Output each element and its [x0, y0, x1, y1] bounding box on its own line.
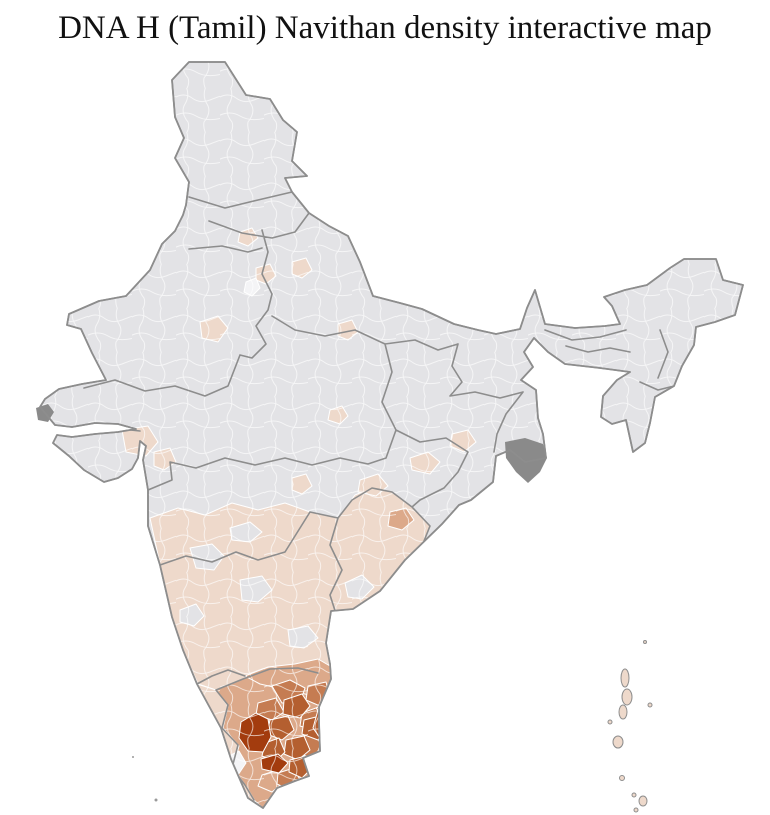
island-shape[interactable] [620, 668, 630, 688]
island-shape[interactable] [633, 807, 639, 813]
island-shape[interactable] [607, 719, 613, 725]
island-shape[interactable] [612, 735, 624, 749]
island-shape[interactable] [638, 795, 648, 807]
island-shape[interactable] [643, 640, 647, 644]
island-shape[interactable] [132, 756, 134, 758]
india-coastline [39, 61, 744, 809]
island-shape[interactable] [621, 688, 633, 706]
state-boundaries [83, 191, 675, 801]
island-shape[interactable] [647, 702, 653, 708]
page-title: DNA H (Tamil) Navithan density interacti… [58, 10, 712, 46]
district-borders-mesh [40, 62, 743, 808]
sundarbans-delta [505, 438, 547, 483]
island-shape[interactable] [154, 798, 158, 802]
andaman-nicobar-islands[interactable] [607, 640, 653, 813]
lakshadweep-islands[interactable] [132, 756, 158, 802]
island-shape[interactable] [619, 775, 625, 781]
island-shape[interactable] [631, 792, 637, 798]
island-shape[interactable] [618, 704, 628, 720]
